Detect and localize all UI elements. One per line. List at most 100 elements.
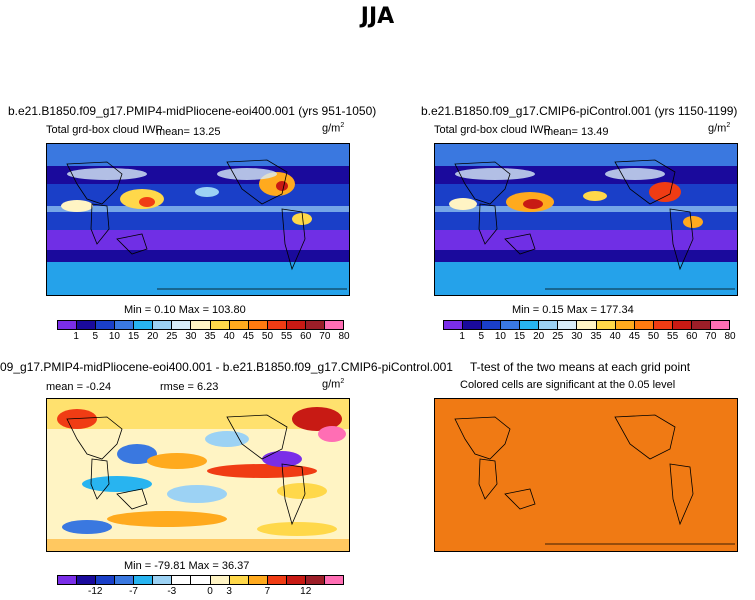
mean-label: mean= 13.25	[156, 126, 221, 138]
units-label: g/m2	[708, 122, 731, 135]
colorbar-cell	[653, 321, 673, 329]
colorbar-cell	[210, 576, 230, 584]
colorbar-cell	[324, 576, 343, 584]
colorbar-cell	[153, 576, 173, 584]
colorbar-cell	[482, 321, 502, 329]
colorbar-tick-label: 30	[571, 331, 583, 342]
colorbar-cell	[153, 321, 173, 329]
colorbar-tick-label: 12	[300, 586, 312, 597]
colorbar-cell	[248, 321, 268, 329]
iwp-field-map	[435, 144, 737, 295]
colorbar-cell	[58, 321, 78, 329]
mean-label: mean = -0.24	[46, 381, 112, 393]
colorbar-cell	[134, 576, 154, 584]
variable-label: Total grd-box cloud IWP	[46, 124, 163, 136]
map-panel-difference	[46, 398, 350, 552]
colorbar-tick-label: 1	[73, 331, 79, 342]
colorbar-cell	[501, 321, 521, 329]
colorbar-cell	[577, 321, 597, 329]
map-panel-ttest	[434, 398, 738, 552]
colorbar-tick-label: 20	[533, 331, 545, 342]
colorbar-tick-label: 5	[92, 331, 99, 342]
colorbar-cell	[229, 576, 249, 584]
colorbar-tick-labels: -12 -7 -3 0 3 7 12	[57, 586, 342, 598]
colorbar-cell	[286, 576, 306, 584]
colorbar-absolute	[57, 320, 344, 330]
colorbar-cell	[115, 576, 135, 584]
colorbar-tick-label: 5	[478, 331, 485, 342]
colorbar-tick-label: -12	[88, 586, 103, 597]
colorbar-tick-label: 50	[261, 331, 274, 342]
colorbar-tick-label: 70	[705, 331, 717, 342]
colorbar-tick-label: 25	[552, 331, 564, 342]
minmax-label: Min = -79.81 Max = 36.37	[124, 560, 250, 572]
colorbar-difference	[57, 575, 344, 585]
colorbar-cell	[596, 321, 616, 329]
colorbar-cell	[691, 321, 711, 329]
colorbar-tick-label: 0	[207, 586, 213, 597]
colorbar-tick-label: 20	[147, 331, 159, 342]
colorbar-tick-label: 45	[628, 331, 640, 342]
colorbar-tick-labels: 1 5 10 15 20 25 30 35 40 45 50 55 60 70 80	[443, 331, 735, 343]
colorbar-cell	[539, 321, 559, 329]
panel-subtitle: Colored cells are significant at the 0.0…	[460, 379, 676, 391]
colorbar-cell	[77, 576, 97, 584]
colorbar-tick-label: -3	[167, 586, 177, 597]
units-label: g/m2	[322, 378, 345, 391]
colorbar-cell	[134, 321, 154, 329]
colorbar-cell	[58, 576, 78, 584]
colorbar-tick-label: 7	[264, 586, 271, 597]
colorbar-tick-label: 35	[590, 331, 602, 342]
iwp-field-map	[47, 144, 349, 295]
colorbar-tick-label: 40	[223, 331, 235, 342]
colorbar-cell	[634, 321, 654, 329]
colorbar-cell	[463, 321, 483, 329]
colorbar-cell	[248, 576, 268, 584]
colorbar-cell	[520, 321, 540, 329]
colorbar-tick-labels: 1 5 10 15 20 25 30 35 40 45 50 55 60 70 80	[57, 331, 349, 343]
colorbar-tick-label: 55	[281, 331, 293, 342]
variable-label: Total grd-box cloud IWP	[434, 124, 551, 136]
colorbar-cell	[77, 321, 97, 329]
map-panel-pliocene	[46, 143, 350, 296]
colorbar-tick-label: 35	[204, 331, 216, 342]
colorbar-cell	[229, 321, 249, 329]
colorbar-tick-label: 40	[609, 331, 621, 342]
colorbar-absolute	[443, 320, 730, 330]
colorbar-tick-label: 50	[647, 331, 660, 342]
colorbar-tick-label: 1	[459, 331, 465, 342]
colorbar-cell	[444, 321, 464, 329]
panel-title: b.e21.B1850.f09_g17.CMIP6-piControl.001 …	[421, 104, 738, 118]
colorbar-tick-label: 70	[319, 331, 331, 342]
colorbar-tick-label: 80	[338, 331, 350, 342]
colorbar-cell	[210, 321, 230, 329]
mean-label: mean= 13.49	[544, 126, 609, 138]
difference-field-map	[47, 399, 349, 551]
panel-title: 09_g17.PMIP4-midPliocene-eoi400.001 - b.…	[0, 360, 453, 374]
colorbar-cell	[672, 321, 692, 329]
colorbar-tick-label: 15	[513, 331, 526, 342]
map-panel-picontrol	[434, 143, 738, 296]
colorbar-cell	[286, 321, 306, 329]
colorbar-cell	[305, 321, 325, 329]
colorbar-tick-label: 3	[226, 586, 232, 597]
colorbar-tick-label: 80	[724, 331, 736, 342]
colorbar-cell	[115, 321, 135, 329]
minmax-label: Min = 0.15 Max = 177.34	[512, 304, 634, 316]
colorbar-cell	[191, 576, 211, 584]
colorbar-tick-label: 10	[494, 331, 506, 342]
colorbar-tick-label: 60	[686, 331, 698, 342]
colorbar-tick-label: 55	[667, 331, 679, 342]
panel-title: T-test of the two means at each grid poi…	[470, 360, 691, 374]
colorbar-cell	[96, 321, 116, 329]
panel-title: b.e21.B1850.f09_g17.PMIP4-midPliocene-eo…	[8, 104, 377, 118]
significance-map	[435, 399, 737, 551]
page-title: JJA	[360, 4, 395, 29]
colorbar-tick-label: 10	[108, 331, 120, 342]
colorbar-tick-label: 15	[127, 331, 140, 342]
colorbar-cell	[267, 321, 287, 329]
colorbar-cell	[558, 321, 578, 329]
colorbar-cell	[172, 321, 192, 329]
colorbar-tick-label: 30	[185, 331, 197, 342]
colorbar-tick-label: -7	[129, 586, 138, 597]
